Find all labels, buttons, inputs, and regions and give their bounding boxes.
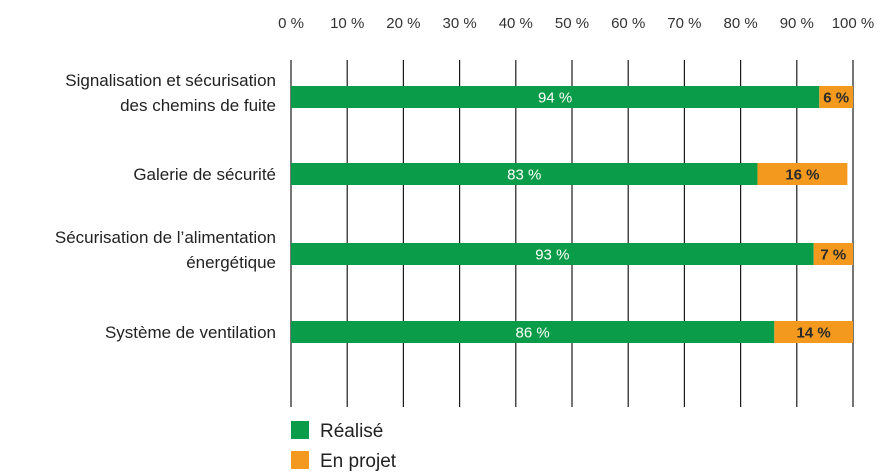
x-axis-ticks: 0 % 10 % 20 % 30 % 40 % 50 % 60 % 70 % 80 % 90 % 1…: [278, 15, 874, 32]
bar-data-label: 83 %: [507, 167, 541, 184]
category-label: Sécurisation de l’alimentation: [55, 228, 276, 247]
bar-en-projet: [757, 163, 848, 185]
bar-en-projet: [774, 321, 853, 343]
x-tick-label: 10 %: [330, 15, 364, 32]
bar-realise: [291, 243, 814, 265]
grid-lines: [290, 60, 854, 407]
x-tick-label: 40 %: [499, 15, 533, 32]
legend-label: En projet: [320, 451, 397, 472]
x-tick-label: 90 %: [780, 15, 814, 32]
x-tick-label: 100 %: [832, 15, 875, 32]
bar-realise: [291, 321, 775, 343]
category-label: Signalisation et sécurisation: [65, 71, 276, 90]
bar-data-label: 94 %: [538, 90, 572, 107]
category-label: Galerie de sécurité: [133, 165, 276, 184]
x-tick-label: 0 %: [278, 15, 304, 32]
bar-data-label: 93 %: [535, 247, 569, 264]
legend-swatch: [291, 451, 309, 469]
bar-en-projet: [819, 86, 853, 108]
bar-data-label: 7 %: [820, 247, 846, 264]
category-label: énergétique: [186, 253, 276, 272]
bar-data-label: 16 %: [785, 167, 819, 184]
category-label: des chemins de fuite: [120, 96, 276, 115]
x-tick-label: 70 %: [667, 15, 701, 32]
x-tick-label: 20 %: [386, 15, 420, 32]
category-labels: Signalisation et sécurisation des chemins…: [55, 71, 276, 342]
x-tick-label: 50 %: [555, 15, 589, 32]
legend: Réalisé En projet: [291, 421, 397, 472]
x-tick-label: 60 %: [611, 15, 645, 32]
bar-en-projet: [813, 243, 853, 265]
bar-data-label: 14 %: [797, 325, 831, 342]
bar-realise: [291, 86, 820, 108]
category-label: Système de ventilation: [105, 323, 276, 342]
bar-data-label: 6 %: [823, 90, 849, 107]
legend-swatch: [291, 421, 309, 439]
bar-data-label: 86 %: [516, 325, 550, 342]
bars: 94 % 6 % 83 % 16 % 93 % 7 % 86 % 14 %: [291, 86, 853, 343]
x-tick-label: 80 %: [723, 15, 757, 32]
bar-realise: [291, 163, 758, 185]
legend-label: Réalisé: [320, 421, 383, 442]
x-tick-label: 30 %: [442, 15, 476, 32]
